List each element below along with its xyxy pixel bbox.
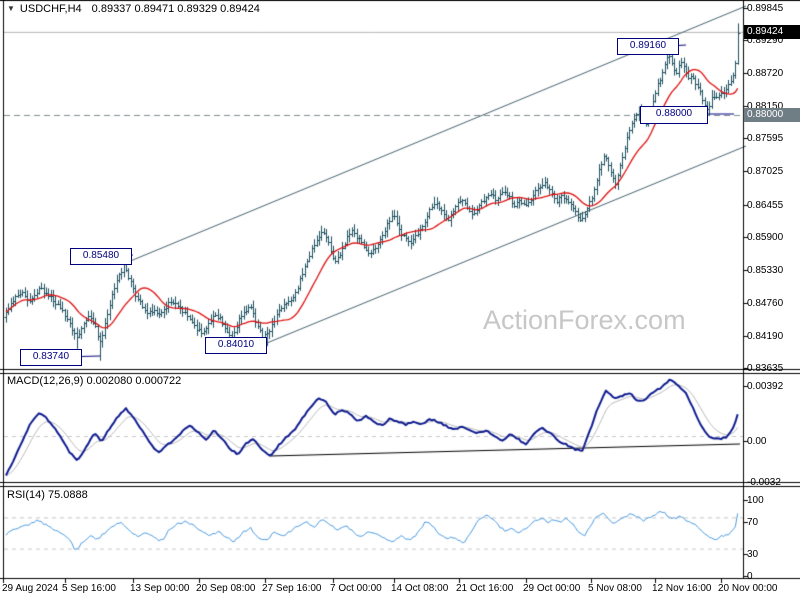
date-label: 21 Oct 16:00: [456, 583, 514, 594]
date-label: 27 Sep 16:00: [262, 583, 322, 594]
date-label: 12 Nov 16:00: [652, 583, 712, 594]
rsi-axis-label: 0: [747, 571, 753, 582]
date-label: 20 Nov 00:00: [718, 583, 778, 594]
date-label: 29 Oct 00:00: [523, 583, 581, 594]
rsi-axis-label: 100: [747, 495, 764, 506]
chart-header: ▼ USDCHF,H4 0.89337 0.89471 0.89329 0.8942…: [7, 3, 260, 15]
price-level-label[interactable]: 0.84010: [205, 337, 267, 354]
rsi-panel-label: RSI(14) 75.0888: [7, 489, 88, 501]
price-axis-label: 0.89290: [747, 35, 784, 46]
macd-axis-label: 0.00392: [747, 381, 784, 392]
date-label: 14 Oct 08:00: [391, 583, 449, 594]
price-axis-label: 0.85330: [747, 265, 784, 276]
price-axis-label: 0.87595: [747, 133, 784, 144]
macd-axis-label: 0.00: [747, 436, 767, 447]
date-label: 5 Sep 16:00: [62, 583, 116, 594]
date-label: 5 Nov 08:00: [588, 583, 642, 594]
current-price-badge: 0.89424: [744, 25, 800, 39]
date-label: 7 Oct 00:00: [330, 583, 382, 594]
price-axis-label: 0.88150: [747, 101, 784, 112]
macd-panel-label: MACD(12,26,9) 0.002080 0.000722: [7, 375, 182, 387]
symbol-title: USDCHF,H4: [19, 3, 82, 15]
price-axis-label: 0.84760: [747, 298, 784, 309]
price-axis-label: 0.88720: [747, 68, 784, 79]
price-level-label[interactable]: 0.88000: [640, 106, 708, 124]
price-level-label[interactable]: 0.85480: [70, 248, 132, 265]
rsi-axis-label: 70: [747, 517, 759, 528]
date-label: 13 Sep 00:00: [130, 583, 190, 594]
date-label: 20 Sep 08:00: [196, 583, 256, 594]
level-price-badge: 0.88000: [744, 108, 800, 122]
rsi-axis-label: 30: [747, 549, 759, 560]
date-label: 29 Aug 2024: [2, 583, 59, 594]
price-axis-label: 0.85900: [747, 232, 784, 243]
price-axis-label: 0.87025: [747, 166, 784, 177]
watermark: ActionForex.com: [483, 305, 686, 335]
ohlc-values: 0.89337 0.89471 0.89329 0.89424: [91, 3, 260, 15]
price-level-label[interactable]: 0.89160: [617, 38, 679, 55]
price-axis-label: 0.86455: [747, 200, 784, 211]
symbol-marker-icon: ▼: [7, 4, 15, 13]
price-axis-label: 0.84190: [747, 331, 784, 342]
price-axis-label: 0.89845: [747, 3, 784, 14]
price-axis-label: 0.83635: [747, 363, 784, 374]
macd-axis-label: -0.0032: [747, 477, 781, 488]
price-level-label[interactable]: 0.83740: [20, 349, 82, 366]
